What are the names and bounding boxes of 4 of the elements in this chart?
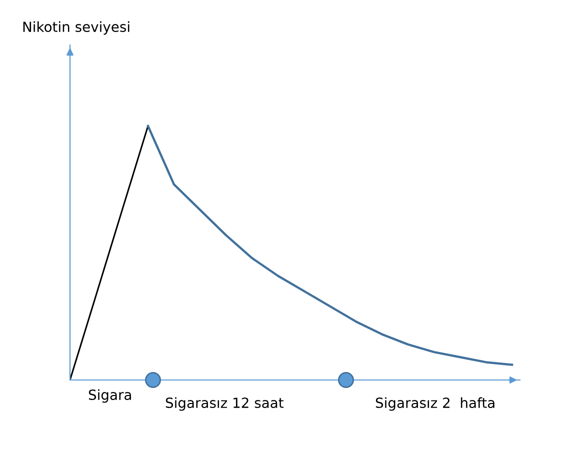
text: Sigara (88, 389, 131, 403)
text: Sigarasız 2 hafta (376, 397, 494, 411)
text: Nikotin seviyesi (23, 21, 130, 35)
text: Sigarasız 12 saat (166, 397, 284, 411)
